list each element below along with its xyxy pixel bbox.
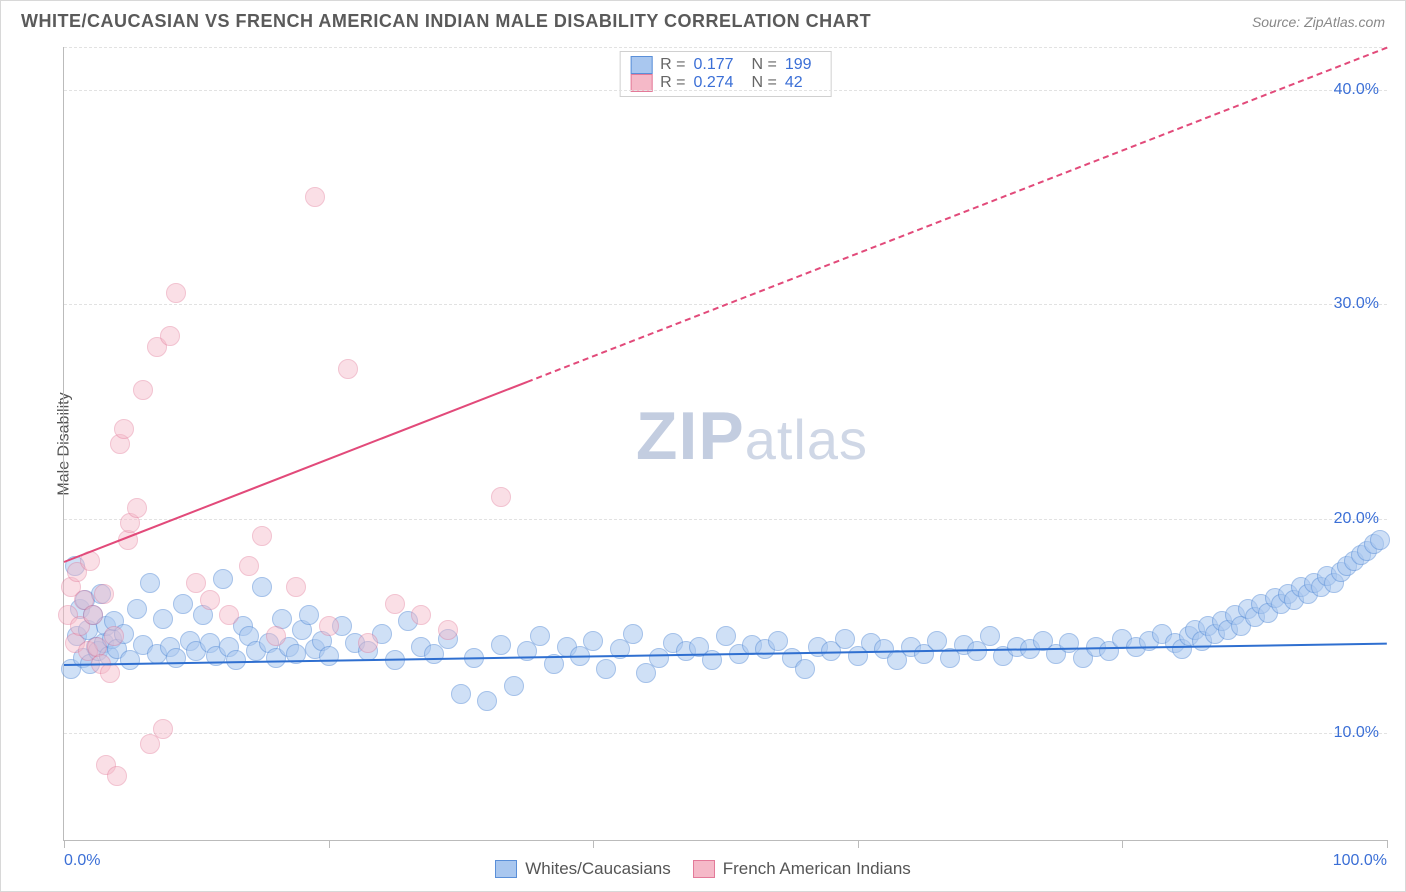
data-point (927, 631, 947, 651)
data-point (252, 577, 272, 597)
data-point (127, 599, 147, 619)
data-point (835, 629, 855, 649)
legend-n-label: N = (752, 56, 777, 74)
legend-n-value: 199 (785, 56, 821, 74)
legend-swatch (693, 860, 715, 878)
data-point (305, 187, 325, 207)
data-point (319, 616, 339, 636)
data-point (127, 498, 147, 518)
data-point (219, 605, 239, 625)
x-tick (1122, 840, 1123, 848)
data-point (83, 605, 103, 625)
data-point (768, 631, 788, 651)
legend-r-label: R = (660, 56, 685, 74)
data-point (319, 646, 339, 666)
data-point (166, 648, 186, 668)
legend-row: R = 0.177 N = 199 (630, 56, 821, 74)
legend-label: French American Indians (723, 859, 911, 879)
data-point (504, 676, 524, 696)
gridline (64, 733, 1387, 734)
data-point (1370, 530, 1390, 550)
data-point (173, 594, 193, 614)
watermark-prefix: ZIP (636, 398, 745, 474)
plot-area: Male Disability ZIPatlas R =0.177N =199R… (41, 47, 1387, 841)
x-tick (64, 840, 65, 848)
data-point (530, 626, 550, 646)
data-point (213, 569, 233, 589)
data-point (299, 605, 319, 625)
x-tick (1387, 840, 1388, 848)
data-point (166, 283, 186, 303)
data-point (358, 633, 378, 653)
data-point (795, 659, 815, 679)
source-label: Source: ZipAtlas.com (1252, 14, 1385, 30)
x-tick (593, 840, 594, 848)
x-tick (858, 840, 859, 848)
data-point (477, 691, 497, 711)
legend-swatch (630, 56, 652, 74)
data-point (338, 359, 358, 379)
watermark-suffix: atlas (745, 408, 868, 471)
data-point (716, 626, 736, 646)
trend-line (527, 47, 1388, 383)
gridline (64, 90, 1387, 91)
data-point (438, 620, 458, 640)
data-point (451, 684, 471, 704)
scatter-plot: ZIPatlas R =0.177N =199R =0.274N =42 10.… (63, 47, 1387, 841)
y-tick-label: 30.0% (1334, 295, 1379, 313)
data-point (226, 650, 246, 670)
data-point (491, 487, 511, 507)
watermark: ZIPatlas (636, 397, 868, 475)
data-point (411, 605, 431, 625)
data-point (186, 573, 206, 593)
data-point (385, 594, 405, 614)
legend-r-value: 0.177 (694, 56, 744, 74)
y-tick-label: 10.0% (1334, 724, 1379, 742)
legend-label: Whites/Caucasians (525, 859, 671, 879)
chart-header: WHITE/CAUCASIAN VS FRENCH AMERICAN INDIA… (1, 1, 1405, 38)
data-point (239, 556, 259, 576)
data-point (94, 584, 114, 604)
gridline (64, 47, 1387, 48)
data-point (100, 663, 120, 683)
data-point (140, 573, 160, 593)
data-point (200, 590, 220, 610)
data-point (596, 659, 616, 679)
data-point (133, 380, 153, 400)
data-point (266, 626, 286, 646)
data-point (583, 631, 603, 651)
x-tick (329, 840, 330, 848)
data-point (104, 626, 124, 646)
data-point (252, 526, 272, 546)
data-point (153, 609, 173, 629)
data-point (286, 577, 306, 597)
legend-swatch (495, 860, 517, 878)
chart-title: WHITE/CAUCASIAN VS FRENCH AMERICAN INDIA… (21, 11, 871, 32)
data-point (153, 719, 173, 739)
trend-line (64, 381, 528, 563)
y-tick-label: 20.0% (1334, 510, 1379, 528)
data-point (980, 626, 1000, 646)
data-point (114, 419, 134, 439)
gridline (64, 519, 1387, 520)
y-tick-label: 40.0% (1334, 81, 1379, 99)
data-point (491, 635, 511, 655)
series-legend: Whites/Caucasians French American Indians (1, 859, 1405, 879)
data-point (623, 624, 643, 644)
data-point (107, 766, 127, 786)
legend-item: French American Indians (693, 859, 911, 879)
data-point (160, 326, 180, 346)
legend-item: Whites/Caucasians (495, 859, 671, 879)
